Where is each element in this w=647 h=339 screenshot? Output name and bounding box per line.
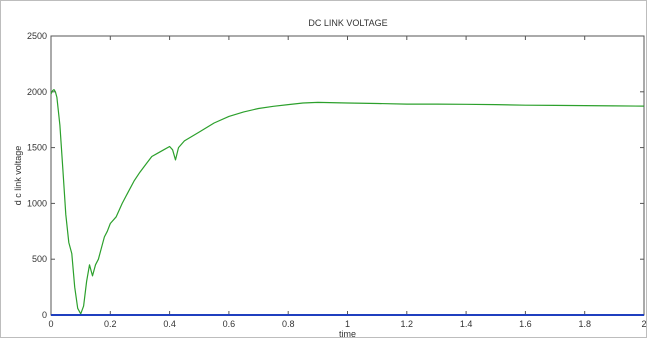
- x-tick-label: 1.4: [460, 319, 473, 329]
- x-tick-label: 0: [48, 319, 53, 329]
- x-tick-label: 2: [641, 319, 646, 329]
- x-tick-label: 1.6: [519, 319, 532, 329]
- x-tick-label: 0.6: [223, 319, 236, 329]
- y-tick-label: 2000: [27, 87, 47, 97]
- chart-title: DC LINK VOLTAGE: [308, 18, 387, 28]
- y-tick-label: 1500: [27, 143, 47, 153]
- x-axis: 0 0.2 0.4 0.6 0.8 1 1.2 1.4 1.6 1.8 2: [48, 36, 647, 329]
- x-tick-label: 0.4: [163, 319, 176, 329]
- series-line-voltage: [50, 88, 645, 315]
- x-axis-label: time: [339, 329, 356, 339]
- series-layer: [50, 88, 645, 316]
- y-tick-label: 0: [42, 310, 47, 320]
- y-tick-label: 2500: [27, 31, 47, 41]
- y-tick-label: 500: [32, 254, 47, 264]
- x-tick-label: 0.2: [104, 319, 117, 329]
- y-axis-label: d c link voltage: [13, 146, 23, 206]
- y-axis: 0 500 1000 1500 2000 2500: [27, 31, 644, 320]
- x-tick-label: 1: [345, 319, 350, 329]
- x-tick-label: 1.2: [401, 319, 414, 329]
- plot-area: [50, 35, 645, 316]
- x-tick-label: 1.8: [578, 319, 591, 329]
- x-tick-label: 0.8: [282, 319, 295, 329]
- y-tick-label: 1000: [27, 198, 47, 208]
